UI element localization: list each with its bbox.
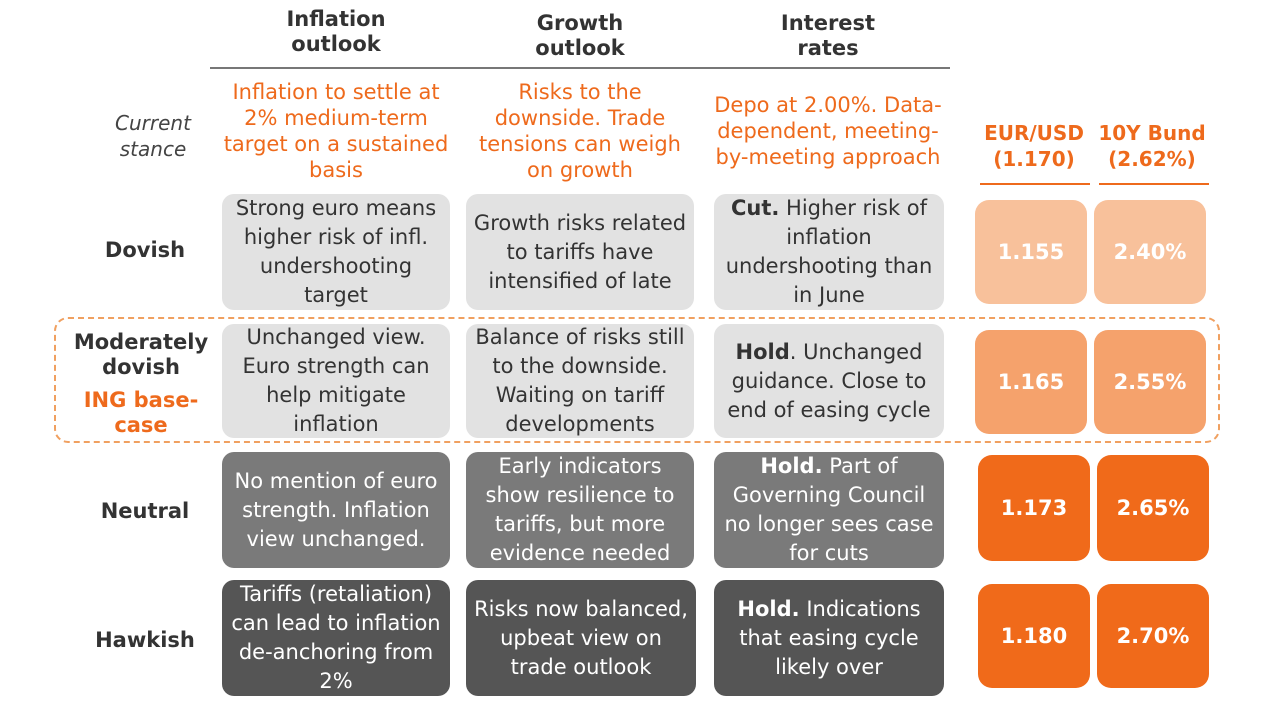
row-label-neutral: Neutral xyxy=(100,499,190,523)
cell-moderate-inflation: Unchanged view. Euro strength can help m… xyxy=(222,324,450,438)
ing-base-case-label: ING base-case xyxy=(83,388,199,437)
column-header-inflation: Inflation outlook xyxy=(286,7,386,56)
cell-dovish-rates: Cut. Higher risk of inflation undershoot… xyxy=(714,194,944,310)
bund-hawkish: 2.70% xyxy=(1097,584,1209,688)
bund-moderate: 2.55% xyxy=(1094,330,1206,434)
cell-hawkish-rates: Hold. Indications that easing cycle like… xyxy=(714,580,944,696)
eurusd-moderate: 1.165 xyxy=(975,330,1087,434)
row-label-moderately-dovish-group: Moderately dovish ING base-case xyxy=(70,330,212,438)
cell-hawkish-growth: Risks now balanced, upbeat view on trade… xyxy=(466,580,696,696)
row-label-hawkish: Hawkish xyxy=(95,628,195,652)
row-label-dovish: Dovish xyxy=(104,238,186,262)
cell-moderate-rates: Hold. Unchanged guidance. Close to end o… xyxy=(714,324,944,438)
current-stance-label: Current stance xyxy=(115,111,191,161)
base-case-highlight xyxy=(54,317,1220,443)
eurusd-header: EUR/USD (1.170) xyxy=(984,121,1084,171)
cell-dovish-inflation: Strong euro means higher risk of infl. u… xyxy=(222,194,450,310)
current-growth-text: Risks to the downside. Trade tensions ca… xyxy=(479,80,681,182)
cell-dovish-growth: Growth risks related to tariffs have int… xyxy=(466,194,694,310)
column-header-growth: Growth outlook xyxy=(535,11,625,60)
bund-dovish: 2.40% xyxy=(1094,200,1206,304)
bund-neutral: 2.65% xyxy=(1097,455,1209,561)
bund-header-line xyxy=(1099,183,1209,185)
row-label-moderately-dovish: Moderately dovish xyxy=(73,330,209,379)
header-divider xyxy=(210,67,950,69)
eurusd-dovish: 1.155 xyxy=(975,200,1087,304)
current-inflation-text: Inflation to settle at 2% medium-term ta… xyxy=(223,80,449,182)
cell-neutral-inflation: No mention of euro strength. Inflation v… xyxy=(222,452,450,568)
eurusd-header-line xyxy=(980,183,1090,185)
cell-hawkish-inflation: Tariffs (retaliation) can lead to inflat… xyxy=(222,580,450,696)
column-header-rates: Interest rates xyxy=(780,11,876,60)
bund-header: 10Y Bund (2.62%) xyxy=(1098,121,1206,171)
eurusd-hawkish: 1.180 xyxy=(978,584,1090,688)
cell-neutral-growth: Early indicators show resilience to tari… xyxy=(466,452,694,568)
cell-neutral-rates: Hold. Part of Governing Council no longe… xyxy=(714,452,944,568)
current-rates-text: Depo at 2.00%. Data-dependent, meeting-b… xyxy=(714,93,942,169)
cell-moderate-growth: Balance of risks still to the downside. … xyxy=(466,324,694,438)
eurusd-neutral: 1.173 xyxy=(978,455,1090,561)
